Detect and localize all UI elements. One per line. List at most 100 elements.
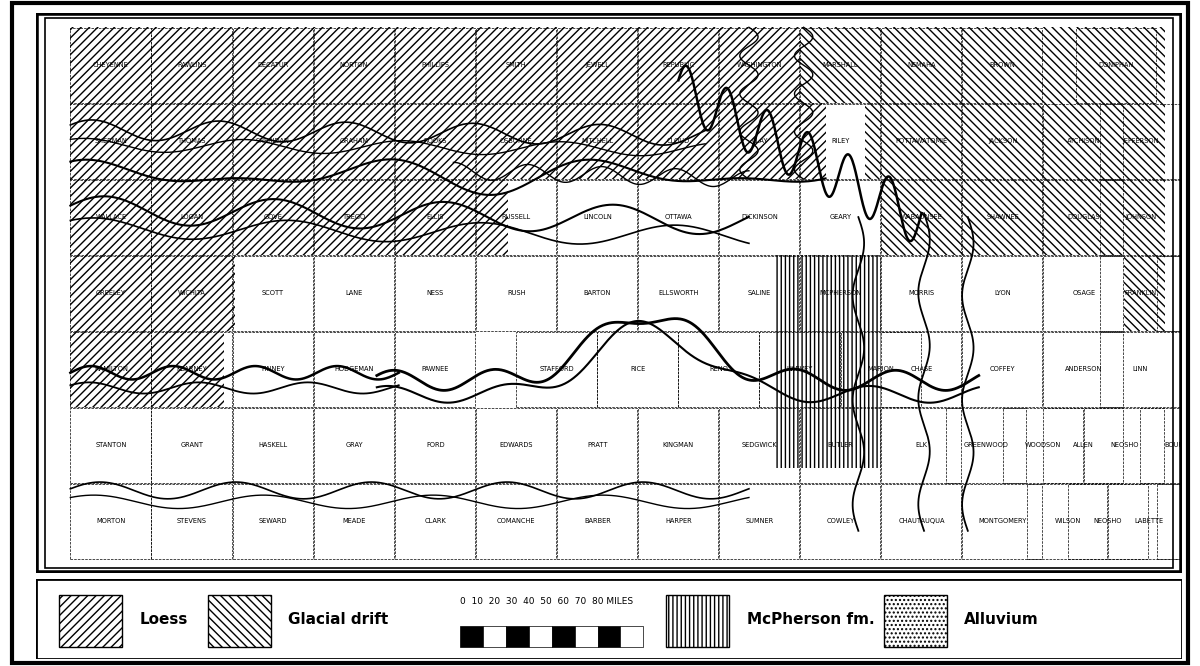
Bar [313,256,394,331]
Bar [475,408,556,483]
Text: 0  10  20  30  40  50  60  70  80 MILES: 0 10 20 30 40 50 60 70 80 MILES [460,597,634,606]
Bar [395,28,475,103]
Bar [962,104,1043,179]
Text: CHAUTAUQUA: CHAUTAUQUA [899,517,944,524]
Text: POTTAWATOMIE: POTTAWATOMIE [895,138,948,145]
Bar [557,180,637,255]
Bar [719,408,799,483]
Bar [313,484,394,559]
Bar [395,484,475,559]
Text: STEVENS: STEVENS [176,517,206,524]
Bar [1043,104,1123,179]
Text: JEWELL: JEWELL [586,62,610,69]
Bar [760,332,840,407]
Bar [313,104,394,179]
Bar [71,484,151,559]
Bar [71,104,151,179]
Bar [151,180,232,255]
Text: NORTON: NORTON [340,62,368,69]
Bar [233,408,313,483]
Bar [840,332,920,407]
Bar [719,28,799,103]
Text: HARVEY: HARVEY [787,366,814,372]
Text: NEMAHA: NEMAHA [907,62,936,69]
Text: JEFFERSON: JEFFERSON [1122,138,1159,145]
Bar [151,104,232,179]
Bar [151,256,232,331]
Text: WABAUNSEE: WABAUNSEE [901,214,942,220]
Bar [557,28,637,103]
Bar [1100,332,1181,407]
Text: EDWARDS: EDWARDS [499,442,533,448]
Bar [881,408,961,483]
Bar [719,104,799,179]
Text: MORRIS: MORRIS [908,290,935,296]
Bar [1003,408,1082,483]
Text: ROOKS: ROOKS [424,138,446,145]
Bar [620,626,643,647]
Text: SALINE: SALINE [748,290,772,296]
Text: LYON: LYON [995,290,1010,296]
Text: WICHITA: WICHITA [178,290,206,296]
Text: MITCHELL: MITCHELL [581,138,613,145]
Bar [71,408,151,483]
Text: CLOUD: CLOUD [667,138,690,145]
Bar [529,626,552,647]
Bar [233,332,313,407]
Text: ELK: ELK [916,442,928,448]
Text: RUSH: RUSH [508,290,526,296]
Bar [800,484,881,559]
Bar [475,104,556,179]
Text: CLARK: CLARK [425,517,446,524]
Bar [800,408,881,483]
Text: RUSSELL: RUSSELL [502,214,530,220]
Text: NEOSHO: NEOSHO [1094,517,1122,524]
Text: Glacial drift: Glacial drift [288,612,389,627]
Bar [1157,256,1200,331]
Bar [1108,484,1188,559]
Text: ELLSWORTH: ELLSWORTH [659,290,698,296]
Bar [395,332,475,407]
Text: WILSON: WILSON [1055,517,1081,524]
Bar [1140,408,1200,483]
Bar [719,180,799,255]
Bar [881,180,961,255]
Bar [598,332,678,407]
Text: LANE: LANE [346,290,362,296]
Text: FRANKLIN: FRANKLIN [1124,290,1157,296]
Text: BARTON: BARTON [583,290,611,296]
Bar [71,103,826,179]
Bar [557,408,637,483]
Text: COWLEY: COWLEY [827,517,854,524]
Bar [71,180,151,255]
Text: MCPHERSON: MCPHERSON [820,290,862,296]
Bar [482,626,506,647]
Bar [719,256,799,331]
Text: FINNEY: FINNEY [262,366,284,372]
Bar [881,104,961,179]
Bar [1084,408,1164,483]
Text: LOGAN: LOGAN [180,214,204,220]
Text: GOVE: GOVE [264,214,282,220]
Text: KINGMAN: KINGMAN [662,442,694,448]
Bar [865,103,1165,179]
Text: PAWNEE: PAWNEE [421,366,449,372]
Bar [1027,484,1108,559]
Text: OSAGE: OSAGE [1072,290,1096,296]
Bar [881,179,1165,255]
Text: COFFEY: COFFEY [990,366,1015,372]
Text: STANTON: STANTON [95,442,127,448]
Bar [638,256,718,331]
Text: MARSHALL: MARSHALL [823,62,858,69]
Bar [313,332,394,407]
Bar [395,104,475,179]
Bar [71,256,151,331]
Text: GREELEY: GREELEY [96,290,126,296]
Bar [678,332,758,407]
Text: GEARY: GEARY [829,214,852,220]
Text: CHASE: CHASE [911,366,932,372]
Bar [557,256,637,331]
Text: THOMAS: THOMAS [178,138,206,145]
Bar [946,408,1026,483]
Bar [71,331,223,407]
